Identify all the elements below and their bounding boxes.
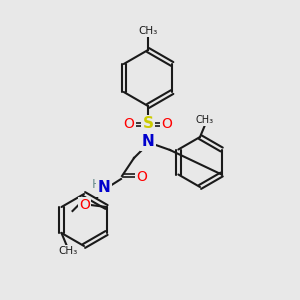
Text: O: O xyxy=(124,117,134,131)
Text: H: H xyxy=(91,178,101,190)
Text: S: S xyxy=(142,116,154,131)
Text: N: N xyxy=(98,181,110,196)
Text: O: O xyxy=(136,170,147,184)
Text: CH₃: CH₃ xyxy=(196,115,214,125)
Text: O: O xyxy=(79,198,90,212)
Text: N: N xyxy=(142,134,154,149)
Text: O: O xyxy=(162,117,172,131)
Text: CH₃: CH₃ xyxy=(59,246,78,256)
Text: CH₃: CH₃ xyxy=(138,26,158,36)
